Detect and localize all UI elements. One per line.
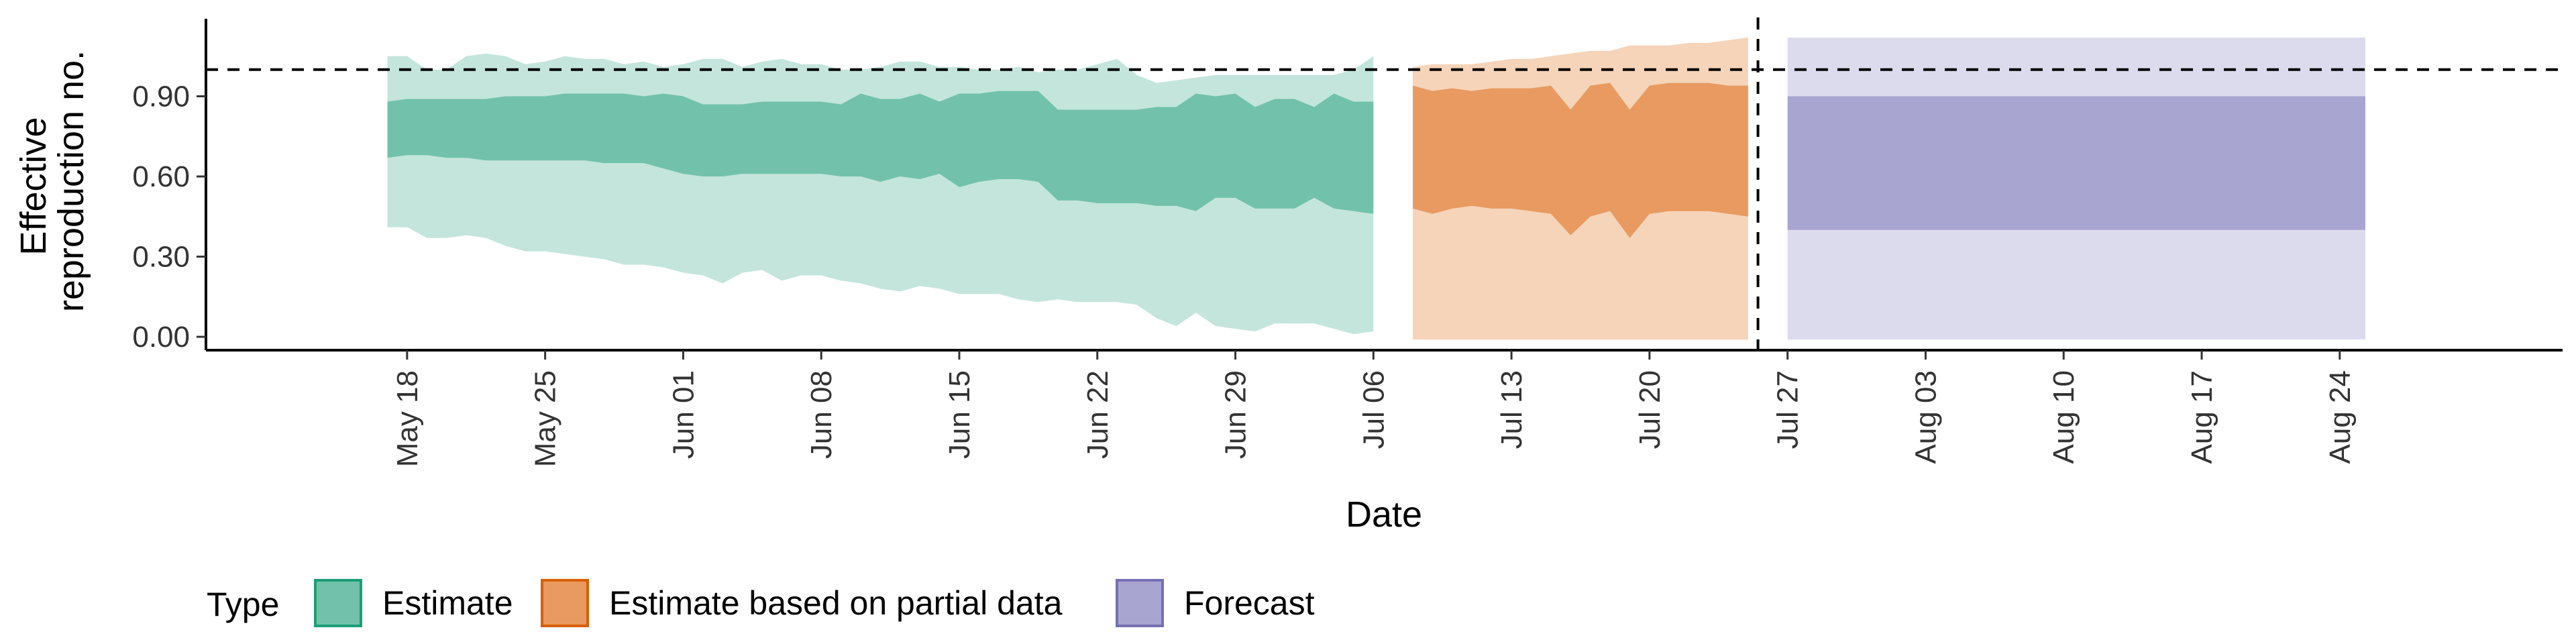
x-axis-title: Date — [1346, 494, 1422, 535]
y-axis-title: Effective reproduction no. — [13, 50, 91, 312]
y-tick-label: 0.30 — [132, 241, 190, 274]
x-tick-label: May 25 — [529, 370, 562, 467]
x-tick-label: May 18 — [391, 370, 424, 467]
y-ticks: 0.00 0.30 0.60 0.90 — [132, 80, 206, 354]
x-tick-label: Jun 29 — [1220, 370, 1252, 459]
x-tick-label: Jun 15 — [943, 370, 976, 459]
legend-swatch — [542, 580, 588, 626]
x-tick-label: Jul 27 — [1772, 370, 1805, 449]
legend-swatch — [315, 580, 361, 626]
y-axis-title-line-1: Effective — [13, 117, 54, 255]
legend: Type Estimate Estimate based on partial d… — [207, 580, 1315, 626]
x-tick-label: Jun 08 — [805, 370, 838, 459]
legend-title: Type — [207, 586, 279, 623]
forecast-inner-band — [1788, 97, 2365, 230]
x-tick-label: Jun 22 — [1081, 370, 1114, 459]
x-tick-label: Aug 24 — [2324, 370, 2357, 464]
y-axis-title-line-2: reproduction no. — [51, 50, 91, 312]
y-tick-label: 0.90 — [132, 80, 190, 113]
y-tick-label: 0.60 — [132, 160, 190, 193]
x-tick-label: Jun 01 — [667, 370, 700, 459]
legend-label: Estimate — [382, 584, 513, 622]
x-tick-label: Jul 13 — [1495, 370, 1528, 449]
x-tick-label: Aug 10 — [2047, 370, 2080, 464]
ribbon-layer — [388, 38, 2366, 339]
x-tick-label: Aug 03 — [1909, 370, 1942, 464]
legend-swatch — [1117, 580, 1163, 626]
y-tick-label: 0.00 — [132, 321, 190, 354]
legend-label: Estimate based on partial data — [609, 584, 1063, 622]
x-tick-label: Jul 06 — [1357, 370, 1390, 449]
x-tick-label: Aug 17 — [2186, 370, 2218, 464]
legend-label: Forecast — [1184, 584, 1315, 622]
x-ticks: May 18 May 25 Jun 01 Jun 08 Jun 15 Jun 22 Jun … — [391, 350, 2357, 467]
x-tick-label: Jul 20 — [1633, 370, 1666, 449]
